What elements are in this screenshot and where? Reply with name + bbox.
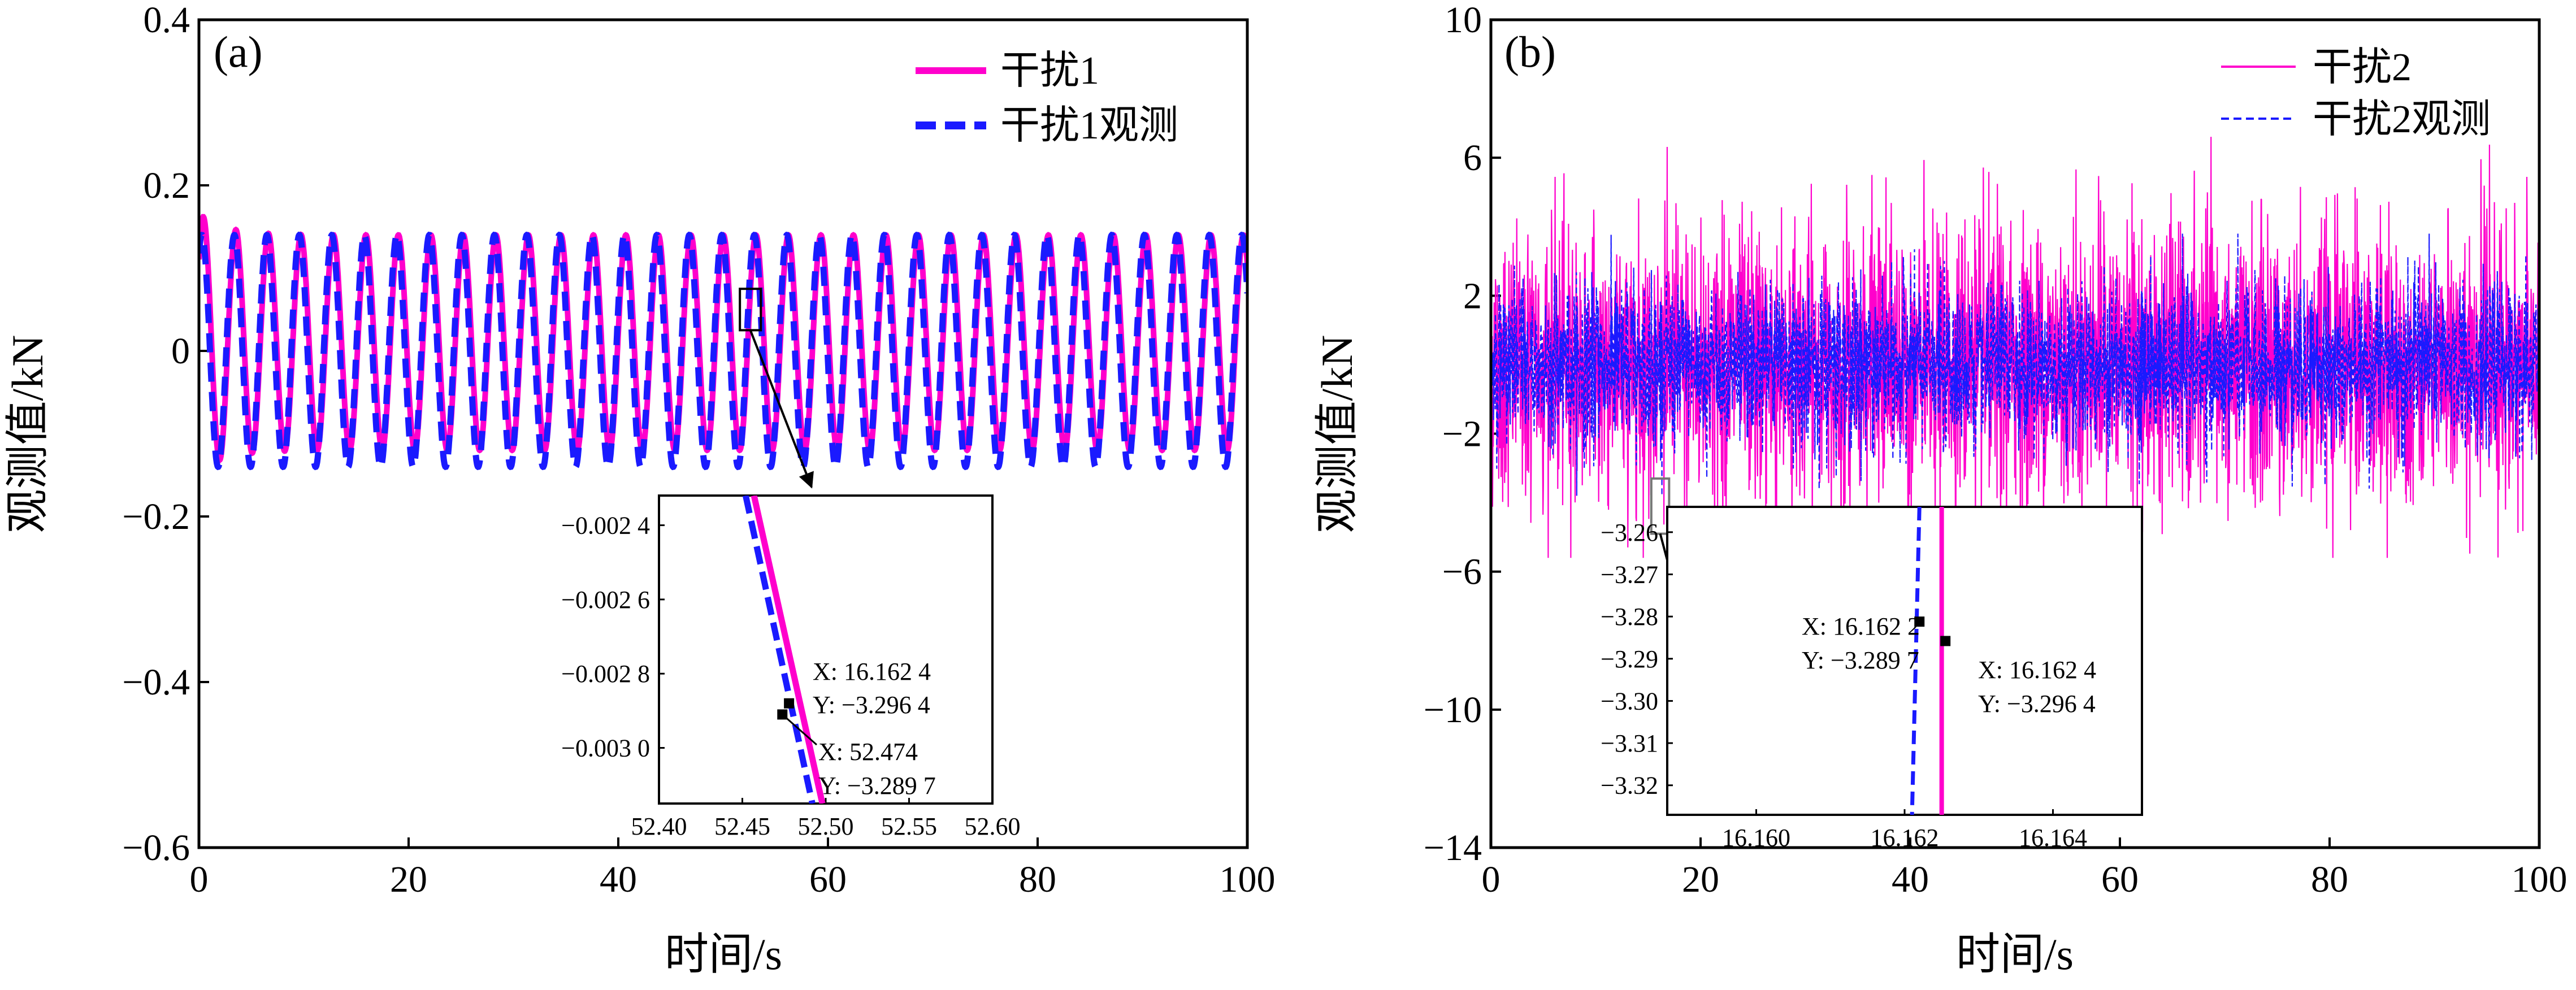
panel-a-inset-axes: 52.40 52.45 52.50 52.55 52.60 −0.002 4 −0.002 …	[561, 512, 1020, 840]
panel-a-datatip-2-y: Y: −3.289 7	[818, 772, 936, 800]
panel-a-y-axis-label: 观测值/kN	[3, 335, 52, 533]
panel-b-y-tick-label: 10	[1445, 0, 1482, 41]
panel-a-inset-series-observed	[743, 496, 816, 804]
panel-b-y-tick-label: 6	[1463, 137, 1482, 179]
panel-a-inset-y-tick-label: −0.002 6	[561, 586, 650, 614]
panel-b-chart: 0 20 40 60 80 100 −14 −10 −6 −2 2 6 10 (b) 干扰2 干扰2观测…	[1312, 0, 2568, 979]
panel-a-inset-datatip-leader	[782, 714, 817, 746]
panel-b-inset-y-tick-label: −3.30	[1601, 687, 1658, 715]
panel-a-inset-frame	[658, 494, 994, 805]
legend-label-disturbance-1: 干扰1	[1000, 49, 1099, 93]
panel-a-x-tick-label: 40	[600, 859, 637, 900]
panel-b-x-tick-label: 40	[1892, 859, 1929, 900]
panel-a-x-tick-label: 80	[1019, 859, 1056, 900]
panel-b-series-disturbance-2-observed	[1491, 233, 2539, 496]
panel-a-legend: 干扰1 干扰1观测	[916, 49, 1178, 147]
panel-b-inset-y-tick-label: −3.29	[1601, 645, 1658, 673]
panel-b-inset-x-tick-label: 16.160	[1722, 824, 1790, 852]
legend-label-disturbance-2: 干扰2	[2313, 46, 2412, 89]
panel-b-inset-y-tick-label: −3.26	[1601, 519, 1658, 546]
panel-a-series-disturbance-1-observed	[199, 231, 1247, 471]
panel-a-zoom-arrow	[749, 329, 814, 489]
panel-b-x-tick-label: 20	[1682, 859, 1719, 900]
panel-b-series-disturbance-2	[1491, 137, 2539, 558]
panel-b-datatip-1-x: X: 16.162 2	[1802, 613, 1920, 640]
panel-b-legend: 干扰2 干扰2观测	[2221, 46, 2491, 141]
panel-b-x-tick-label: 60	[2101, 859, 2139, 900]
panel-b-x-tick-label: 80	[2311, 859, 2348, 900]
panel-b-x-tick-label: 100	[2512, 859, 2568, 900]
panel-b-tag: (b)	[1504, 27, 1556, 76]
panel-a-tag: (a)	[214, 27, 263, 76]
panel-a-inset-x-tick-label: 52.55	[881, 813, 937, 840]
panel-a-y-tick-label: −0.2	[122, 496, 190, 537]
panel-a-inset-datatip-1	[784, 698, 795, 709]
panel-a-datatip-1-y: Y: −3.296 4	[813, 691, 930, 719]
panel-b-y-tick-label: 2	[1463, 275, 1482, 316]
panel-b-inset-y-tick-label: −3.27	[1601, 561, 1658, 588]
panel-b-inset-datatip-2	[1940, 636, 1951, 646]
panel-b-inset-y-tick-label: −3.31	[1601, 730, 1658, 757]
panel-a-axes: 0 20 40 60 80 100 −0.6 −0.4 −0.2 0 0.2 0.4	[122, 0, 1275, 900]
panel-b-inset-series-observed	[1910, 507, 1922, 815]
panel-b-inset-y-tick-label: −3.28	[1601, 603, 1658, 631]
panel-b-axes: 0 20 40 60 80 100 −14 −10 −6 −2 2 6 10	[1424, 0, 2568, 900]
panel-a-chart: 0 20 40 60 80 100 −0.6 −0.4 −0.2 0 0.2 0.4 (a) 干扰1 …	[3, 0, 1276, 979]
panel-a-inset-x-tick-label: 52.50	[798, 813, 854, 840]
panel-b-inset-axes: 16.160 16.162 16.164 −3.26 −3.27 −3.28 −3.29 −3…	[1601, 519, 2087, 852]
legend-label-disturbance-1-observed: 干扰1观测	[1000, 104, 1178, 147]
panel-b-datatip-1-y: Y: −3.289 7	[1802, 646, 1919, 674]
panel-b-y-tick-label: −2	[1442, 414, 1482, 455]
panel-a-x-axis-label: 时间/s	[665, 930, 782, 979]
panel-a-x-tick-label: 0	[190, 859, 209, 900]
legend-label-disturbance-2-observed: 干扰2观测	[2313, 98, 2491, 141]
panel-a-datatip-1-x: X: 16.162 4	[813, 658, 931, 685]
panel-a-y-tick-label: −0.4	[122, 662, 190, 703]
panel-a-inset-series-disturbance-1	[751, 496, 826, 804]
panel-b-x-tick-label: 0	[1482, 859, 1501, 900]
panel-a-x-tick-label: 100	[1220, 859, 1276, 900]
panel-b-inset: 16.160 16.162 16.164 −3.26 −3.27 −3.28 −3.29 −3…	[1601, 506, 2143, 852]
panel-b-y-axis-label: 观测值/kN	[1312, 335, 1361, 533]
panel-a-inset-x-tick-label: 52.40	[631, 813, 687, 840]
panel-b-datatip-2-y: Y: −3.296 4	[1978, 690, 2096, 718]
panel-a-plot-frame	[197, 18, 1249, 849]
panel-a-inset-x-tick-label: 52.60	[965, 813, 1021, 840]
panel-b-y-tick-label: −6	[1442, 552, 1482, 593]
panel-b-inset-datatip-1	[1914, 616, 1925, 627]
panel-a-datatip-2-x: X: 52.474	[818, 738, 918, 766]
panel-a-y-tick-label: 0.2	[144, 165, 190, 206]
panel-b-x-axis-label: 时间/s	[1956, 930, 2074, 979]
panel-a-y-tick-label: 0	[171, 331, 190, 372]
panel-b-inset-y-tick-label: −3.32	[1601, 772, 1658, 800]
panel-b-y-tick-label: −14	[1424, 827, 1482, 869]
panel-b-plot-frame	[1489, 18, 2541, 849]
panel-b-inset-x-tick-label: 16.162	[1871, 824, 1939, 852]
panel-a-inset-y-tick-label: −0.002 4	[561, 512, 650, 540]
panel-a-y-tick-label: −0.6	[122, 827, 190, 869]
panel-a-x-tick-label: 60	[809, 859, 847, 900]
panel-a-inset-y-tick-label: −0.002 8	[561, 660, 650, 688]
panel-b-y-tick-label: −10	[1424, 689, 1482, 731]
panel-a-inset: 52.40 52.45 52.50 52.55 52.60 −0.002 4 −0.002 …	[561, 494, 1021, 840]
panel-a-x-tick-label: 20	[390, 859, 427, 900]
panel-b-inset-frame	[1666, 506, 2143, 816]
panel-a-inset-x-tick-label: 52.45	[714, 813, 770, 840]
panel-a-y-tick-label: 0.4	[144, 0, 190, 41]
panel-a-inset-y-tick-label: −0.003 0	[561, 735, 650, 762]
panel-b-inset-x-tick-label: 16.164	[2019, 824, 2087, 852]
panel-b-datatip-2-x: X: 16.162 4	[1978, 656, 2096, 684]
